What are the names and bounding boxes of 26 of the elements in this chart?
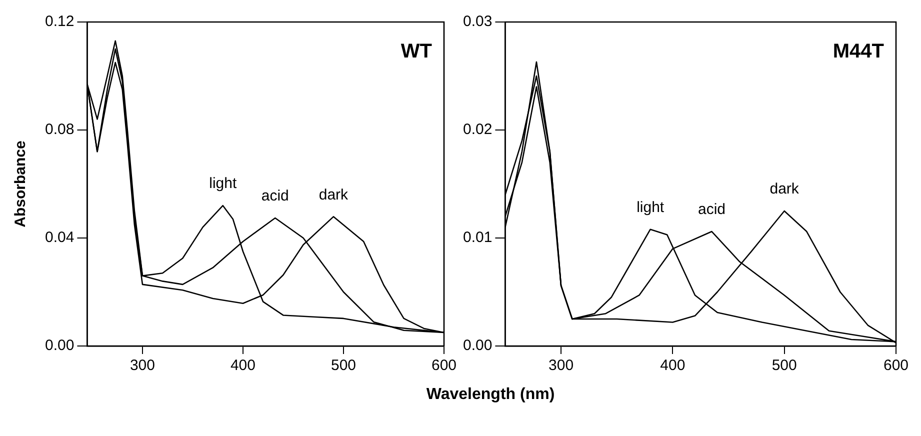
y-tick-label: 0.04 [44, 229, 74, 246]
text: WT [400, 40, 432, 63]
y-tick-label: 0.08 [44, 121, 74, 138]
x-tick-label: 600 [431, 357, 457, 374]
x-tick-label: 400 [230, 357, 256, 374]
x-tick-label: 500 [330, 357, 356, 374]
series-label: light [209, 175, 238, 192]
x-axis-title: Wavelength (nm) [425, 386, 556, 404]
x-tick-label: 400 [660, 357, 686, 374]
series-label: acid [261, 188, 289, 205]
text: M44T [832, 40, 884, 63]
y-tick-label: 0.01 [462, 229, 492, 246]
series-label: light [636, 199, 665, 216]
x-tick-label: 300 [130, 357, 155, 374]
y-tick-label: 0.02 [462, 121, 492, 138]
x-tick-label: 500 [772, 357, 797, 374]
y-tick-label: 0.03 [462, 13, 492, 30]
y-tick-label: 0.00 [44, 337, 74, 354]
y-tick-label: 0.12 [44, 13, 74, 30]
series-label: acid [698, 201, 726, 218]
series-label: dark [770, 180, 800, 198]
x-tick-label: 300 [548, 357, 574, 374]
x-tick-label: 600 [883, 357, 909, 374]
y-axis-title: Absorbance [12, 140, 30, 228]
y-tick-label: 0.00 [462, 337, 492, 354]
series-label: dark [318, 186, 349, 204]
